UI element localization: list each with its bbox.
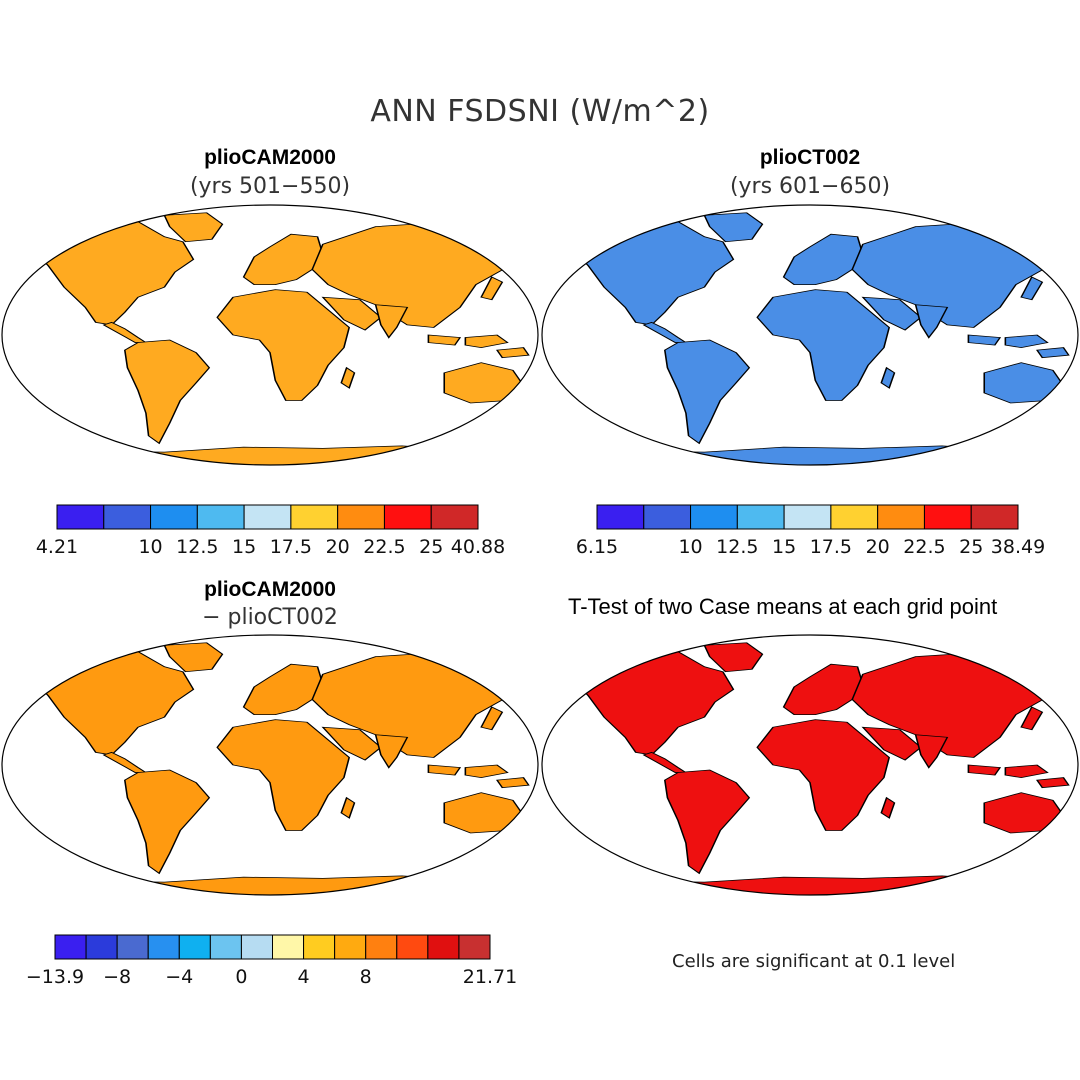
colorbar-swatch [303,934,336,960]
colorbar-3: −13.9 −8 −4 0 4 8 21.71 [26,934,517,988]
colorbar-tick-label: 21.71 [463,966,517,988]
colorbar-swatch [290,504,339,530]
colorbar-tick-label: 38.49 [991,536,1045,558]
panel-4-note: Cells are significant at 0.1 level [672,951,956,972]
colorbar-2: 6.15 10 12.5 15 17.5 20 22.5 25 38.49 [576,504,1045,558]
map-panel-3 [1,634,539,896]
colorbar-swatch [877,504,925,530]
colorbar-swatch [334,934,367,960]
colorbar-swatch [970,504,1019,530]
colorbar-tick-label: −4 [165,966,193,988]
colorbar-swatch [736,504,785,530]
colorbar-swatch [85,934,118,960]
panel-3-title: plioCAM2000 [204,578,336,601]
colorbar-tick-label: 12.5 [176,536,218,558]
colorbar-tick-label: 8 [360,966,372,988]
colorbar-tick-label: 17.5 [810,536,852,558]
colorbar-tick-label: 25 [419,536,443,558]
colorbar-tick-label: 10 [678,536,702,558]
colorbar-swatch [365,934,398,960]
colorbar-swatch [209,934,242,960]
colorbar-swatch [272,934,305,960]
colorbar-1: 4.21 10 12.5 15 17.5 20 22.5 25 40.88 [36,504,505,558]
panel-2-subtitle: (yrs 601−650) [729,174,891,199]
colorbar-swatch [56,504,105,530]
colorbar-swatch [147,934,180,960]
colorbar-tick-label: 20 [866,536,890,558]
colorbar-swatch [783,504,832,530]
panel-3-subtitle: − plioCT002 [202,605,338,630]
colorbar-tick-label: 22.5 [363,536,405,558]
colorbar-swatch [240,934,274,960]
colorbar-swatch [150,504,198,530]
colorbar-tick-label: 12.5 [716,536,758,558]
colorbar-tick-label: 40.88 [451,536,505,558]
colorbar-swatch [196,504,245,530]
colorbar-tick-label: 20 [326,536,350,558]
panel-4-title: T-Test of two Case means at each grid po… [568,594,998,619]
colorbar-swatch [596,504,645,530]
colorbar-tick-label: 17.5 [270,536,312,558]
map-panel-4 [541,634,1079,896]
colorbar-tick-label: 22.5 [903,536,945,558]
colorbar-swatch [396,934,429,960]
colorbar-swatch [643,504,692,530]
colorbar-tick-label: 25 [959,536,983,558]
colorbar-tick-label: 15 [772,536,796,558]
map-border [1,634,539,896]
panel-2-title: plioCT002 [759,146,861,169]
colorbar-tick-label: 4.21 [36,536,78,558]
map-border [1,204,539,466]
figure-title: ANN FSDSNI (W/m^2) [370,94,710,129]
colorbar-tick-label: 15 [232,536,256,558]
colorbar-swatch [690,504,738,530]
colorbar-swatch [54,934,87,960]
map-panel-2 [541,204,1079,466]
panel-1-subtitle: (yrs 501−550) [189,174,351,199]
colorbar-swatch [103,504,152,530]
colorbar-swatch [458,934,491,960]
map-panel-1 [1,204,539,466]
colorbar-swatch [383,504,432,530]
colorbar-tick-label: 10 [138,536,162,558]
colorbar-swatch [116,934,149,960]
colorbar-swatch [243,504,292,530]
colorbar-tick-label: −13.9 [26,966,84,988]
colorbar-tick-label: −8 [103,966,131,988]
colorbar-swatch [430,504,479,530]
colorbar-swatch [830,504,879,530]
map-border [541,204,1079,466]
colorbar-swatch [178,934,211,960]
colorbar-tick-label: 6.15 [576,536,618,558]
colorbar-tick-label: 0 [235,966,247,988]
colorbar-swatch [923,504,972,530]
colorbar-swatch [427,934,460,960]
map-border [541,634,1079,896]
colorbar-swatch [337,504,385,530]
colorbar-tick-label: 4 [298,966,310,988]
panel-1-title: plioCAM2000 [204,146,336,169]
